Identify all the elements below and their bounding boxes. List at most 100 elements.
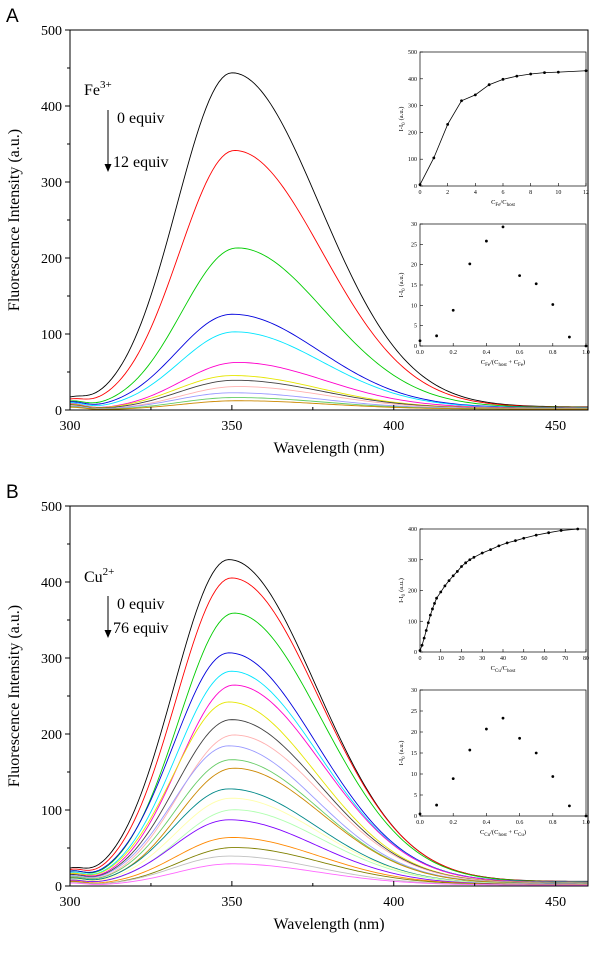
inset-x-tick-label: 0.2 xyxy=(449,350,457,356)
inset-xlabel-sub: host xyxy=(507,203,516,208)
inset-x-tick-label: 0.0 xyxy=(416,350,424,356)
y-tick-label: 100 xyxy=(41,804,62,819)
y-tick-label: 300 xyxy=(41,176,62,191)
inset-x-axis-label: CFe/(Chost + CFe) xyxy=(481,359,525,368)
inset-data-point xyxy=(439,590,443,594)
inset-data-point xyxy=(473,93,477,97)
inset-ylabel-main: I-I xyxy=(398,596,405,603)
y-tick-label: 400 xyxy=(41,576,62,591)
inset-xlabel-part: ) xyxy=(524,829,526,836)
inset-x-tick-label: 2 xyxy=(446,190,449,196)
start-equiv-label: 0 equiv xyxy=(117,596,165,613)
spectrum-curve-11 xyxy=(69,767,589,884)
inset-data-point xyxy=(568,335,571,339)
panel-label: A xyxy=(6,6,19,27)
y-tick-label: 200 xyxy=(41,728,62,743)
inset-x-tick-label: 1.0 xyxy=(582,350,590,356)
inset-y-tick-label: 200 xyxy=(408,589,417,595)
inset-x-tick-label: 80 xyxy=(583,656,589,662)
inset-xlabel-sub: Cu xyxy=(518,833,524,838)
inset-y-tick-label: 20 xyxy=(411,730,417,736)
x-tick-label: 300 xyxy=(60,419,81,434)
inset-data-point xyxy=(485,239,488,243)
inset-data-point xyxy=(515,74,519,78)
inset-x-tick-label: 0.8 xyxy=(549,820,557,826)
spectrum-curve-19 xyxy=(69,863,588,886)
inset-y-tick-label: 30 xyxy=(411,222,417,228)
inset-y-axis-label: I-I0(a.u.) xyxy=(398,107,407,132)
ion-label: Cu2+ xyxy=(84,566,114,586)
inset-y-tick-label: 400 xyxy=(408,77,417,83)
inset-xlabel-part: /C xyxy=(501,665,507,672)
inset-data-point xyxy=(514,539,517,543)
inset-ylabel-main: I-I xyxy=(398,125,405,132)
inset-fit-line xyxy=(419,528,578,651)
inset-data-point xyxy=(534,751,538,755)
inset-data-point xyxy=(501,716,505,720)
x-tick-label: 450 xyxy=(545,895,566,910)
inset-x-tick-label: 0.6 xyxy=(516,350,524,356)
inset-data-point xyxy=(487,83,491,87)
inset-data-point xyxy=(418,649,422,652)
inset-data-point xyxy=(451,777,455,781)
y-tick-label: 200 xyxy=(41,252,62,267)
inset-ylabel-unit: (a.u.) xyxy=(398,273,405,287)
x-tick-label: 400 xyxy=(383,895,404,910)
inset-data-point xyxy=(424,629,428,632)
spectrum-curve-0 xyxy=(69,72,589,408)
inset-y-tick-label: 5 xyxy=(414,324,417,330)
inset-data-point xyxy=(446,122,450,126)
inset-data-point xyxy=(480,551,484,555)
inset-data-point xyxy=(468,748,472,752)
inset-data-point xyxy=(489,548,492,552)
ion-charge: 3+ xyxy=(100,79,112,91)
inset-y-tick-label: 25 xyxy=(411,242,417,248)
inset-data-point xyxy=(584,814,588,818)
ion-symbol: Cu xyxy=(84,569,103,586)
inset-data-point xyxy=(447,579,451,583)
inset-data-point xyxy=(543,71,546,75)
inset-x-tick-label: 10 xyxy=(555,190,561,196)
inset-data-point xyxy=(432,156,436,160)
inset-x-axis-label: CCu/Chost xyxy=(491,665,516,674)
inset-data-point xyxy=(518,736,521,740)
ion-label: Fe3+ xyxy=(84,79,112,99)
inset-y-tick-label: 0 xyxy=(414,814,417,820)
inset-data-point xyxy=(472,555,476,559)
inset-data-point xyxy=(468,262,472,266)
inset-ylabel-sub: 0 xyxy=(402,288,407,291)
inset-y-tick-label: 0 xyxy=(414,184,417,190)
spectrum-curve-5 xyxy=(69,684,589,883)
inset-data-point xyxy=(451,308,455,312)
spectrum-curve-11 xyxy=(69,400,588,410)
end-equiv-label: 12 equiv xyxy=(113,154,169,171)
inset-data-point xyxy=(584,69,588,73)
y-tick-label: 500 xyxy=(41,24,62,39)
inset-frame-top xyxy=(419,51,587,187)
inset-data-point xyxy=(435,596,438,600)
inset-data-point xyxy=(556,70,560,74)
inset-xlabel-part: C xyxy=(491,199,495,206)
inset-ylabel-unit: (a.u.) xyxy=(398,107,405,121)
inset-xlabel-part: + C xyxy=(507,359,518,366)
inset-y-tick-label: 25 xyxy=(411,709,417,715)
inset-ylabel-sub: 0 xyxy=(402,756,407,759)
inset-xlabel-sub: Fe xyxy=(518,363,524,368)
inset-data-point xyxy=(418,183,422,187)
inset-data-point xyxy=(455,570,459,573)
inset-xlabel-part: /(C xyxy=(490,829,498,836)
inset-data-point xyxy=(431,607,434,611)
inset-data-point xyxy=(501,225,505,229)
x-tick-label: 350 xyxy=(221,419,242,434)
inset-x-tick-label: 0.4 xyxy=(483,820,491,826)
inset-ylabel-sub: 0 xyxy=(402,122,407,125)
inset-data-point xyxy=(420,643,424,647)
titration-arrow-head xyxy=(104,630,112,638)
inset-y-tick-label: 10 xyxy=(411,772,417,778)
inset-data-point xyxy=(505,541,509,545)
inset-data-point xyxy=(460,565,463,568)
inset-data-point xyxy=(501,77,505,81)
y-tick-label: 300 xyxy=(41,652,62,667)
inset-xlabel-sub: Cu xyxy=(495,669,501,674)
